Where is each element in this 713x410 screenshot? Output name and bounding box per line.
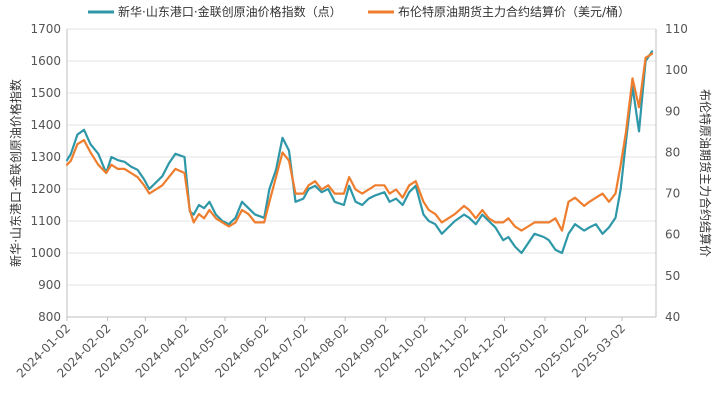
axes: 800 900 1000 1100 1200 1300 1400 1500 1600 1700 40… — [14, 22, 688, 380]
y-axis-title-left: 新华·山东港口·金联创原油价格指数 — [8, 79, 23, 267]
y-right-tick-label: 80 — [665, 145, 680, 159]
y-right-tick-label: 110 — [665, 22, 688, 36]
legend-label: 布伦特原油期货主力合约结算价（美元/桶） — [398, 4, 630, 19]
y-left-tick-label: 1600 — [30, 54, 61, 68]
y-left-tick-label: 1400 — [30, 118, 61, 132]
y-left-tick-label: 1700 — [30, 22, 61, 36]
y-left-tick-label: 900 — [38, 278, 61, 292]
grid — [67, 28, 656, 318]
y-left-tick-label: 800 — [38, 310, 61, 324]
y-right-tick-label: 60 — [665, 228, 680, 242]
y-right-tick-label: 40 — [665, 310, 680, 324]
y-right-tick-label: 100 — [665, 63, 688, 77]
y-right-tick-label: 90 — [665, 104, 680, 118]
y-left-tick-label: 1000 — [30, 246, 61, 260]
y-left-tick-label: 1200 — [30, 182, 61, 196]
series-line-1 — [65, 50, 654, 255]
legend: 新华·山东港口·金联创原油价格指数（点） 布伦特原油期货主力合约结算价（美元/桶） — [88, 4, 630, 19]
series-layer — [65, 50, 654, 255]
y-left-tick-label: 1500 — [30, 86, 61, 100]
y-left-tick-label: 1100 — [30, 214, 61, 228]
y-right-tick-label: 50 — [665, 269, 680, 283]
y-right-tick-label: 70 — [665, 187, 680, 201]
series-line-2 — [65, 52, 654, 232]
legend-label: 新华·山东港口·金联创原油价格指数（点） — [118, 4, 342, 19]
y-left-tick-label: 1300 — [30, 150, 61, 164]
y-axis-title-right: 布伦特原油期货主力合约结算价 — [698, 89, 713, 257]
